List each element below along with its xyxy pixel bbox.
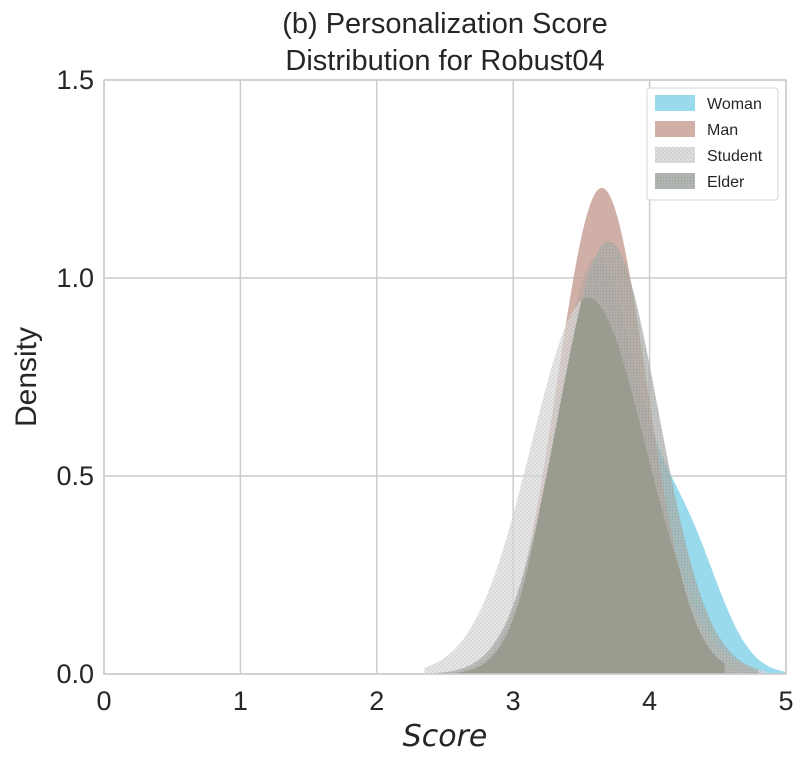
- x-tick-label: 0: [96, 686, 111, 716]
- y-axis-label: Density: [10, 327, 43, 427]
- y-tick-label: 1.5: [56, 65, 94, 95]
- density-areas: [424, 187, 786, 674]
- legend-box: [646, 87, 779, 201]
- x-tick-label: 5: [778, 686, 793, 716]
- y-tick-label: 1.0: [56, 263, 94, 293]
- density-overlap: [458, 297, 725, 674]
- legend-swatch-student: [655, 147, 695, 163]
- chart-title-line-1: (b) Personalization Score: [282, 8, 608, 40]
- y-tick-label: 0.5: [56, 461, 94, 491]
- chart-title: (b) Personalization Score Distribution f…: [282, 8, 608, 77]
- x-axis-label: Score: [403, 719, 488, 754]
- legend-label-woman: Woman: [707, 96, 762, 113]
- x-tick-label: 1: [233, 686, 248, 716]
- legend-swatch-woman: [655, 95, 695, 111]
- legend: Woman Man Student Elder: [646, 87, 779, 201]
- y-axis-ticks: 0.0 0.5 1.0 1.5: [56, 65, 94, 689]
- chart-title-line-2: Distribution for Robust04: [285, 45, 604, 77]
- x-axis-ticks: 0 1 2 3 4 5: [96, 686, 793, 716]
- plot-frame: [103, 79, 787, 675]
- x-tick-label: 4: [642, 686, 657, 716]
- x-tick-label: 2: [369, 686, 384, 716]
- legend-swatch-man: [655, 121, 695, 137]
- legend-label-man: Man: [707, 122, 738, 139]
- legend-label-student: Student: [707, 148, 763, 165]
- legend-swatch-elder: [655, 173, 695, 189]
- x-tick-label: 3: [506, 686, 521, 716]
- legend-label-elder: Elder: [707, 174, 745, 191]
- y-tick-label: 0.0: [56, 659, 94, 689]
